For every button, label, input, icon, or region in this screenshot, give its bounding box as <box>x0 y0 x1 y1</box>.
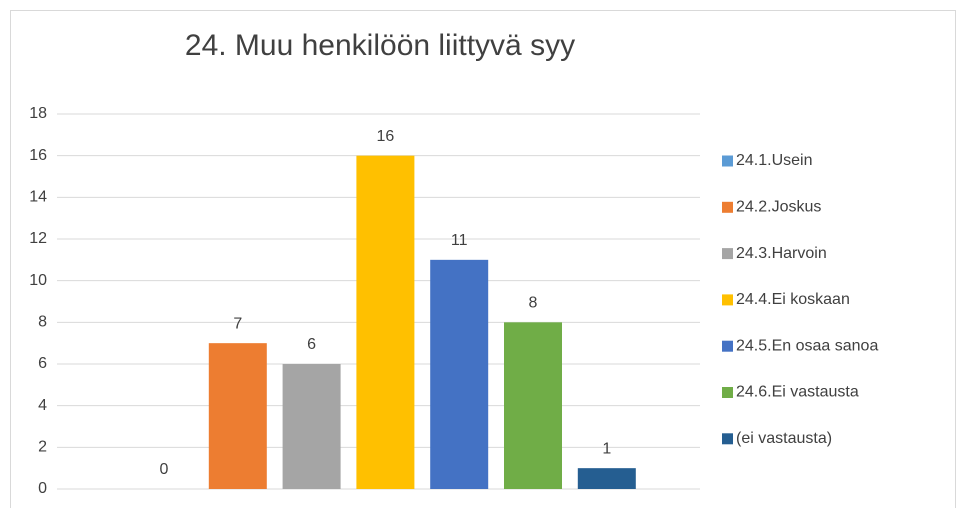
y-tick-label: 14 <box>29 189 47 206</box>
legend-label: 24.4.Ei koskaan <box>736 291 850 308</box>
legend-swatch <box>722 155 733 167</box>
bar <box>577 468 636 489</box>
data-label: 11 <box>451 232 468 249</box>
legend-swatch <box>722 248 733 260</box>
data-label: 0 <box>160 461 169 478</box>
legend-label: (ei vastausta) <box>736 430 832 447</box>
bar <box>208 343 267 489</box>
y-tick-label: 12 <box>29 230 47 247</box>
legend-swatch <box>722 294 733 306</box>
data-label: 6 <box>307 336 316 353</box>
legend-label: 24.5.En osaa sanoa <box>736 337 878 354</box>
legend-label: 24.2.Joskus <box>736 199 821 216</box>
bar <box>356 155 415 489</box>
data-label: 16 <box>377 128 395 145</box>
legend-label: 24.1.Usein <box>736 152 813 169</box>
legend-label: 24.6.Ei vastausta <box>736 384 859 401</box>
bar <box>430 259 489 489</box>
y-tick-label: 16 <box>29 147 47 164</box>
legend-label: 24.3.Harvoin <box>736 245 827 262</box>
y-tick-label: 2 <box>38 439 47 456</box>
legend-swatch <box>722 340 733 352</box>
data-label: 8 <box>529 295 538 312</box>
data-label: 7 <box>233 315 242 332</box>
y-tick-label: 6 <box>38 355 47 372</box>
chart-title: 24. Muu henkilöön liittyvä syy <box>185 29 575 62</box>
y-tick-label: 18 <box>29 105 47 122</box>
legend-swatch <box>722 433 733 445</box>
y-tick-label: 4 <box>38 397 47 414</box>
bar <box>282 364 341 489</box>
legend-swatch <box>722 201 733 213</box>
bar <box>504 322 562 489</box>
y-tick-label: 10 <box>29 272 47 289</box>
legend-swatch <box>722 387 733 398</box>
data-label: 1 <box>602 440 611 457</box>
y-tick-label: 0 <box>38 480 47 497</box>
y-tick-label: 8 <box>38 314 47 331</box>
